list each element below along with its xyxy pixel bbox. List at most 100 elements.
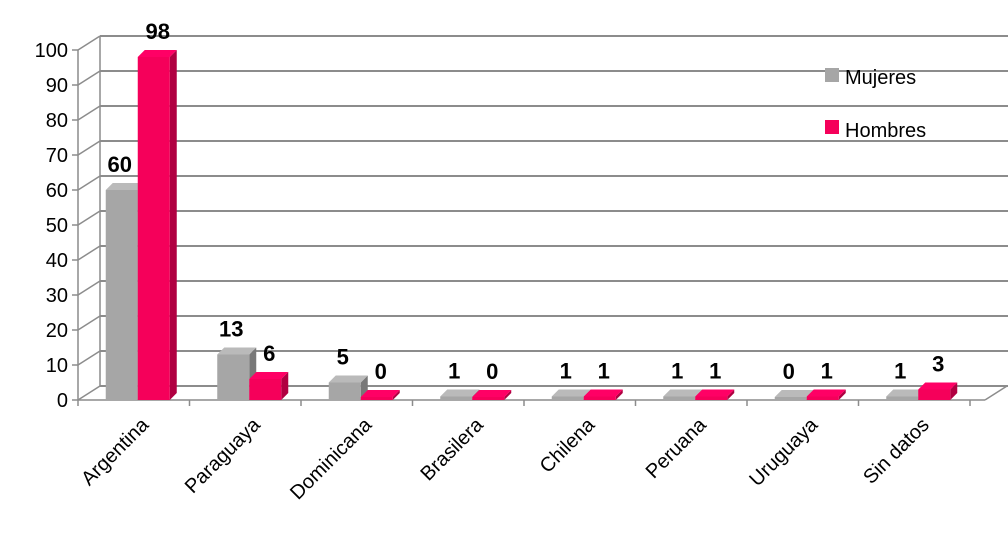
gridline-side (77, 35, 101, 51)
bar-mujeres-dominicana (328, 375, 368, 400)
data-label: 3 (932, 352, 944, 377)
bar-top (105, 183, 145, 190)
bar-front (918, 389, 951, 400)
data-label: 1 (448, 359, 460, 384)
bar-side (392, 390, 400, 400)
gridline-side (77, 70, 101, 86)
category-label: Brasilera (416, 413, 488, 485)
y-tick-label: 100 (35, 40, 68, 62)
gridline-side (77, 140, 101, 156)
bar-side (615, 389, 623, 400)
bar-top (583, 389, 623, 397)
data-label: 5 (337, 345, 349, 370)
bar-top (328, 375, 368, 383)
data-label: 13 (219, 317, 243, 342)
bar-front (249, 379, 282, 400)
legend: Mujeres Hombres (825, 67, 926, 142)
bar-top (360, 390, 400, 397)
gridline-side (77, 245, 101, 261)
y-tick-label: 90 (46, 75, 68, 97)
bar-mujeres-paraguaya (217, 347, 257, 400)
data-label: 1 (821, 359, 833, 384)
legend-swatch-hombres (825, 120, 839, 134)
bar-side (727, 389, 735, 400)
bar-front (806, 396, 839, 400)
bar-side (281, 372, 289, 400)
bar-hombres-dominicana (360, 390, 400, 400)
bar-hombres-peruana (695, 389, 735, 400)
bar-top (663, 389, 703, 397)
category-label: Peruana (642, 413, 712, 483)
bar-front (105, 190, 138, 400)
category-label: Paraguaya (181, 413, 266, 498)
bar-hombres-brasilera (472, 390, 512, 400)
data-label: 1 (671, 359, 683, 384)
gridline-side (77, 350, 101, 366)
data-label: 0 (375, 359, 387, 384)
category-label: Dominicana (286, 413, 377, 504)
y-tick-label: 20 (46, 320, 68, 342)
bar-side (504, 390, 512, 400)
bar-side (169, 50, 177, 400)
bar-top (695, 389, 735, 397)
gridline-side (77, 385, 101, 401)
bar-front (137, 57, 170, 400)
category-axis: Argentina Paraguaya Dominicana Brasilera Chi… (77, 413, 934, 504)
bar-side (838, 389, 846, 400)
bar-front (551, 396, 584, 400)
data-label: 0 (486, 359, 498, 384)
bar-top (806, 389, 846, 397)
data-label: 6 (263, 341, 275, 366)
y-tick-label: 10 (46, 355, 68, 377)
category-label: Chilena (536, 413, 600, 477)
bar-front (695, 396, 728, 400)
y-tick-label: 80 (46, 110, 68, 132)
bar-hombres-sin-datos (918, 382, 958, 400)
data-label: 1 (560, 359, 572, 384)
data-label: 1 (598, 359, 610, 384)
bar-hombres-chilena (583, 389, 623, 400)
bar-top (774, 390, 814, 397)
bar-front (472, 397, 505, 400)
bars (105, 50, 958, 400)
bar-top (217, 347, 257, 355)
bar-front (328, 382, 361, 400)
gridline-side (77, 175, 101, 191)
category-label: Sin datos (859, 414, 934, 489)
y-tick-label: 30 (46, 285, 68, 307)
gridline-side (77, 315, 101, 331)
bar-front (886, 396, 919, 400)
bar-hombres-argentina (137, 50, 177, 400)
legend-label-mujeres: Mujeres (845, 67, 916, 89)
bar-top (551, 389, 591, 397)
gridline-side (77, 210, 101, 226)
y-tick-label: 40 (46, 250, 68, 272)
bar-front (583, 396, 616, 400)
legend-swatch-mujeres (825, 68, 839, 82)
y-tick-label: 50 (46, 215, 68, 237)
gridlines (77, 35, 1008, 401)
bar-hombres-paraguaya (249, 372, 289, 400)
data-label: 60 (108, 152, 132, 177)
y-tick-label: 0 (57, 390, 68, 412)
data-label: 0 (783, 359, 795, 384)
bar-front (440, 396, 473, 400)
category-label: Uruguaya (745, 413, 822, 490)
bar-top (440, 389, 480, 397)
bar-top (886, 389, 926, 397)
bar-top (472, 390, 512, 397)
bar-front (774, 397, 807, 400)
data-label: 98 (146, 19, 170, 44)
floor-edge-side (984, 385, 1008, 401)
category-label: Argentina (77, 413, 154, 490)
gridline-side (77, 280, 101, 296)
bar-hombres-uruguaya (806, 389, 846, 400)
data-label: 1 (709, 359, 721, 384)
data-label: 1 (894, 359, 906, 384)
y-tick-label: 60 (46, 180, 68, 202)
y-tick-label: 70 (46, 145, 68, 167)
bar-side (950, 382, 958, 400)
bar-top (137, 50, 177, 57)
